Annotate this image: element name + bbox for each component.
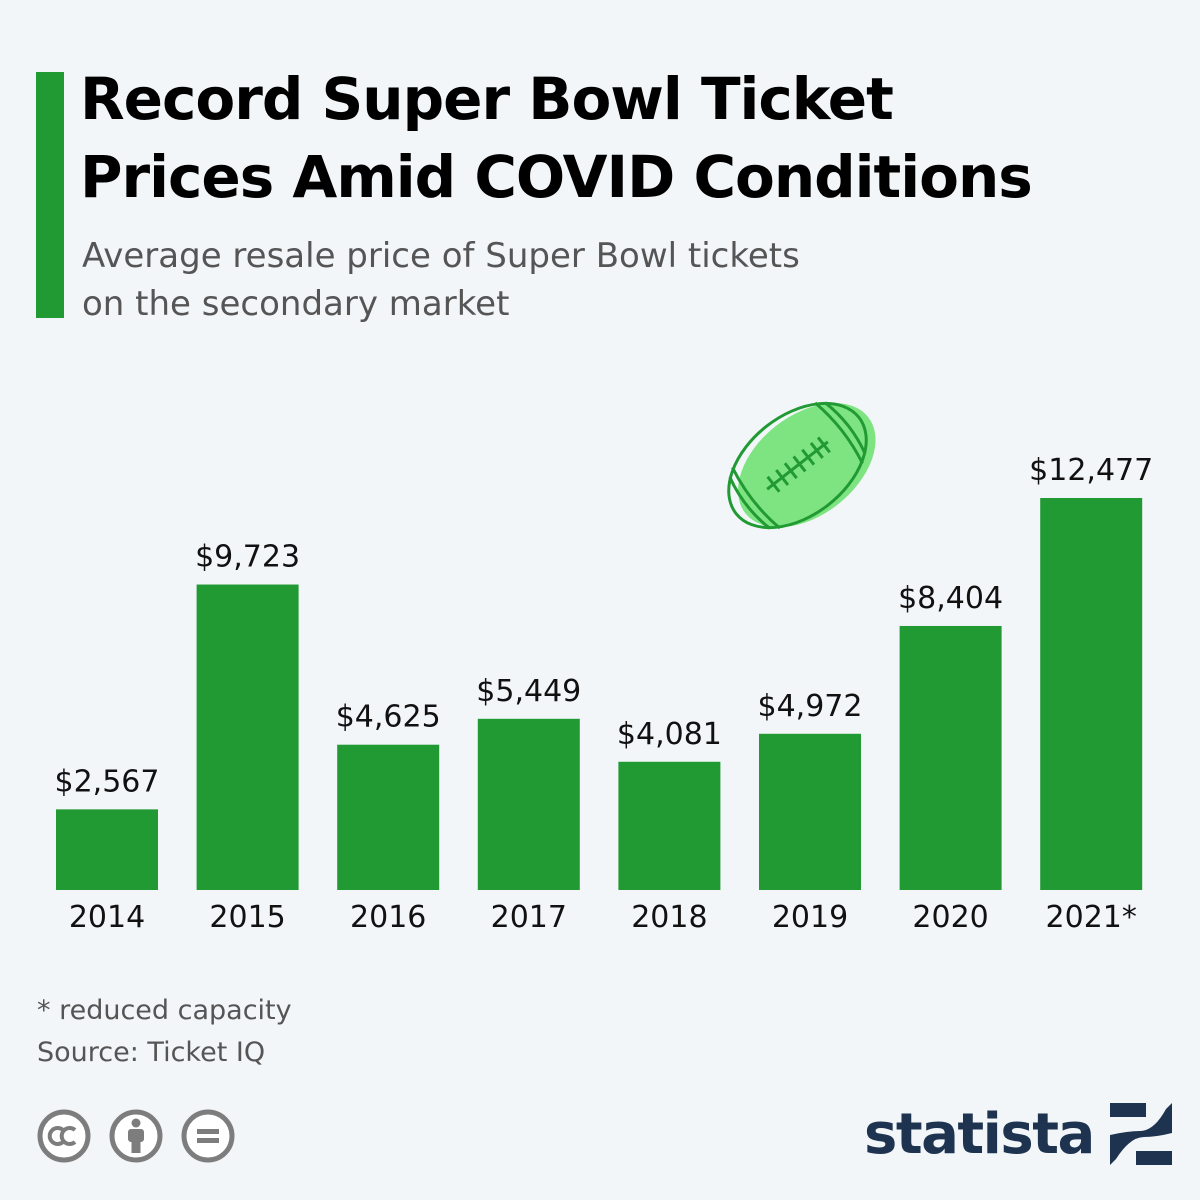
bar-2016 <box>337 744 440 890</box>
category-label: 2015 <box>209 900 285 935</box>
creative-commons-icon[interactable] <box>36 1108 92 1164</box>
value-label: $5,449 <box>476 674 581 709</box>
no-derivatives-icon[interactable] <box>180 1108 236 1164</box>
category-label: 2021* <box>1046 900 1137 935</box>
chart-title: Record Super Bowl Ticket Prices Amid COV… <box>80 60 1180 216</box>
category-label: 2017 <box>491 900 567 935</box>
value-label: $4,081 <box>617 717 722 752</box>
attribution-icon[interactable] <box>108 1108 164 1164</box>
bar-2019 <box>759 733 861 890</box>
value-label: $8,404 <box>898 581 1003 616</box>
bar-2021 <box>1040 498 1143 890</box>
chart-subtitle-line-2: on the secondary market <box>82 284 510 324</box>
chart-notes: * reduced capacity Source: Ticket IQ <box>37 990 292 1074</box>
value-label: $4,972 <box>758 689 863 724</box>
bar-2014 <box>56 809 158 890</box>
value-label: $4,625 <box>336 700 441 735</box>
football-icon <box>727 401 876 530</box>
chart-subtitle: Average resale price of Super Bowl ticke… <box>82 232 902 328</box>
chart-subtitle-line-1: Average resale price of Super Bowl ticke… <box>82 236 800 276</box>
bar-2015 <box>196 584 299 890</box>
chart-title-line-2: Prices Amid COVID Conditions <box>80 143 1033 211</box>
value-label: $12,477 <box>1029 453 1153 488</box>
statista-mark-icon <box>1109 1103 1172 1165</box>
bar-2018 <box>618 761 721 890</box>
bar-2017 <box>477 718 580 890</box>
bar-2020 <box>899 625 1002 890</box>
category-label: 2016 <box>350 900 426 935</box>
category-label: 2020 <box>912 900 988 935</box>
category-label: 2014 <box>69 900 145 935</box>
brand-name: statista <box>864 1101 1095 1167</box>
license-icons <box>36 1108 236 1164</box>
statista-logo[interactable]: statista <box>864 1098 1172 1170</box>
category-label: 2019 <box>772 900 848 935</box>
source-note: Source: Ticket IQ <box>37 1037 266 1068</box>
footnote: * reduced capacity <box>37 995 292 1026</box>
title-accent-bar <box>36 72 64 318</box>
category-label: 2018 <box>631 900 707 935</box>
value-label: $9,723 <box>195 540 300 575</box>
value-label: $2,567 <box>55 764 160 799</box>
chart-title-line-1: Record Super Bowl Ticket <box>80 65 894 133</box>
